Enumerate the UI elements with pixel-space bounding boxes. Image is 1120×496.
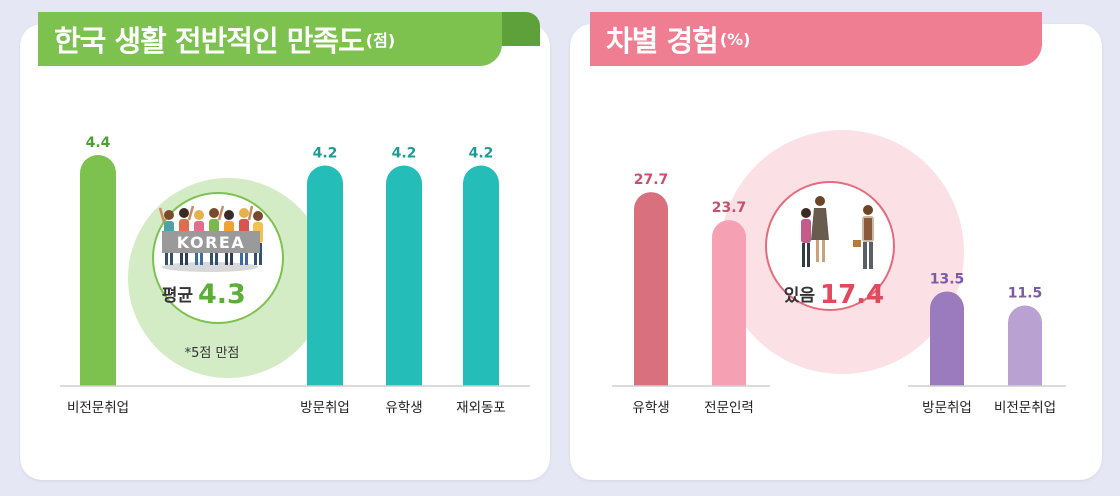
bar-전문인력	[712, 220, 746, 386]
bar-value-label: 11.5	[1008, 286, 1043, 302]
bar-value-label: 23.7	[712, 200, 747, 216]
average-value: 4.3	[198, 279, 246, 310]
people-discrimination-icon	[801, 196, 874, 269]
category-label: 방문취업	[300, 400, 350, 416]
discrimination-title: 차별 경험	[606, 24, 719, 58]
discrimination-unit: (%)	[719, 29, 751, 49]
footnote: *5점 만점	[185, 346, 240, 361]
tab-body: 한국 생활 전반적인 만족도 (점)	[38, 12, 502, 66]
people-holding-korea-banner-icon: KOREA	[158, 205, 263, 272]
satisfaction-bars	[80, 155, 499, 386]
bar-value-label: 4.2	[469, 146, 494, 162]
discrimination-labels: 27.7 유학생 23.7 전문인력 13.5 방문취업 11.5 비전문취업	[632, 172, 1056, 416]
bar-value-label: 4.2	[392, 146, 417, 162]
bar-방문취업	[307, 165, 343, 386]
bar-비전문취업	[80, 155, 116, 386]
korea-banner-text: KOREA	[177, 233, 245, 252]
category-label: 유학생	[385, 400, 422, 416]
bar-재외동포	[463, 165, 499, 386]
category-label: 전문인력	[704, 400, 754, 416]
bar-방문취업	[930, 291, 964, 386]
bar-value-label: 4.2	[313, 146, 338, 162]
satisfaction-unit: (점)	[365, 31, 396, 50]
overall-value: 17.4	[820, 280, 884, 310]
satisfaction-title: 한국 생활 전반적인 만족도	[54, 24, 365, 58]
bar-유학생	[634, 192, 668, 386]
average-badge: KOREA 평균 4.3	[152, 192, 284, 324]
satisfaction-labels: 4.4 비전문취업 4.2 방문취업 4.2 유학생 4.2 재외동포	[67, 135, 506, 416]
tab-body: 차별 경험 (%)	[590, 12, 1042, 66]
bar-비전문취업	[1008, 305, 1042, 386]
discrimination-bars	[634, 192, 1042, 386]
category-label: 비전문취업	[67, 400, 129, 416]
bar-value-label: 27.7	[634, 172, 669, 188]
discrimination-title-tab: 차별 경험 (%)	[590, 12, 1060, 68]
category-label: 유학생	[632, 400, 669, 416]
korea-banner	[162, 231, 260, 253]
bar-유학생	[386, 165, 422, 386]
overall-badge: 있음 17.4	[765, 181, 895, 311]
category-label: 비전문취업	[994, 400, 1056, 416]
bar-value-label: 4.4	[86, 135, 111, 151]
average-label: 평균	[162, 286, 194, 306]
satisfaction-title-tab: 한국 생활 전반적인 만족도 (점)	[38, 12, 540, 68]
category-label: 재외동포	[456, 400, 506, 416]
bar-value-label: 13.5	[930, 272, 965, 288]
category-label: 방문취업	[922, 400, 972, 416]
overall-label: 있음	[784, 286, 816, 306]
overall-badge-circle	[765, 181, 895, 311]
